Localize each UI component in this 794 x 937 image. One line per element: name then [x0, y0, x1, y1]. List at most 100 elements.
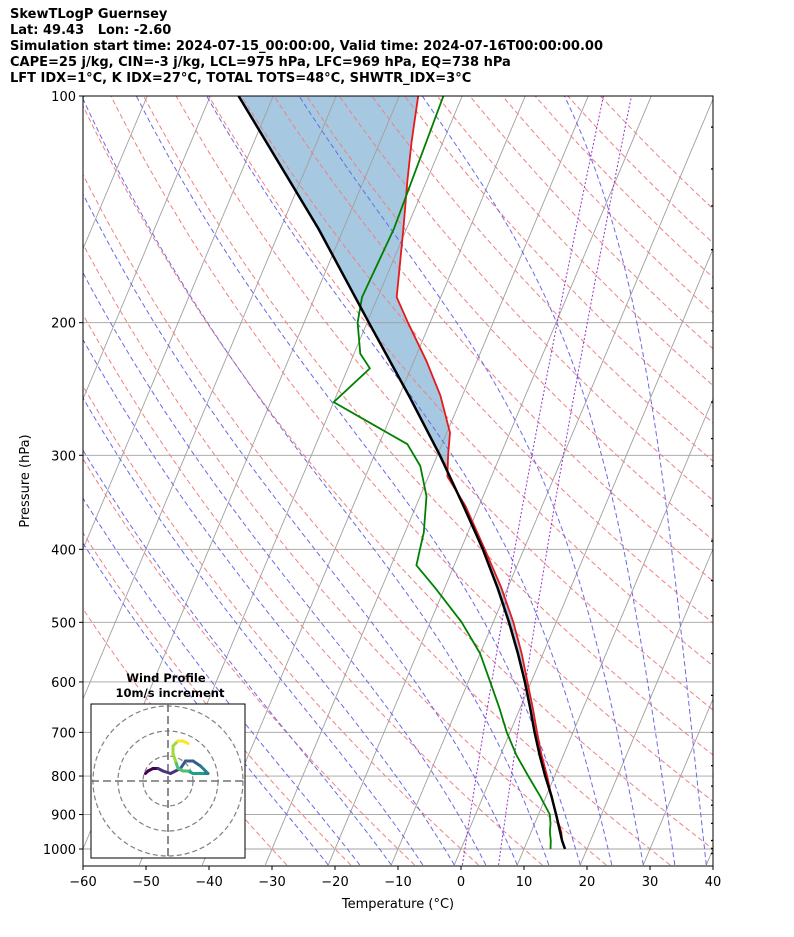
barb-flag	[751, 545, 753, 557]
x-tick-label: −40	[195, 875, 222, 890]
wind-barb	[710, 465, 753, 481]
dry-adiabat-line	[110, 96, 713, 802]
y-tick-label: 900	[51, 809, 76, 824]
barb-flag	[739, 441, 741, 453]
hodograph-segment	[181, 739, 190, 745]
wind-barb	[710, 802, 755, 814]
moist-adiabat-line	[135, 96, 581, 866]
barb-staff	[710, 804, 713, 806]
barb-flag	[750, 830, 756, 841]
barb-flag	[747, 469, 749, 481]
barb-flag	[751, 372, 753, 384]
dry-adiabat-line	[567, 96, 713, 244]
y-tick-label: 200	[51, 317, 76, 332]
isotherm-line	[327, 96, 652, 866]
barb-flag	[747, 619, 749, 631]
barb-half-flag	[737, 844, 740, 849]
barb-flag	[751, 406, 753, 418]
dry-adiabat-line	[143, 96, 713, 756]
moist-adiabat-line	[83, 192, 518, 866]
barb-flag	[749, 835, 756, 845]
barb-flag	[743, 544, 745, 556]
wind-barb	[711, 785, 749, 792]
barb-half-flag	[747, 769, 748, 775]
barb-half-flag	[747, 786, 749, 792]
wind-barb	[710, 437, 753, 454]
moist-adiabat-line	[83, 97, 550, 866]
isotherm-line	[83, 96, 274, 551]
moist-adiabat-line	[206, 96, 613, 866]
dry-adiabat-line	[83, 104, 713, 850]
barb-flag	[741, 838, 748, 848]
parcel-profile	[237, 96, 567, 850]
barb-staff	[710, 540, 713, 542]
barb-flag	[741, 843, 748, 853]
barb-staff	[710, 839, 713, 842]
dry-adiabat-line	[83, 385, 479, 866]
isotherm-line	[83, 96, 211, 401]
barb-flag	[751, 246, 755, 258]
barb-half-flag	[743, 656, 744, 662]
barb-flag	[747, 405, 749, 417]
wind-barb	[710, 579, 713, 582]
wind-barb	[710, 830, 756, 842]
barb-staff	[710, 205, 713, 207]
dry-adiabat-line	[208, 96, 713, 667]
location-line: Lat: 49.43 Lon: -2.60	[10, 23, 172, 38]
barb-flag	[739, 468, 741, 480]
barb-flag	[751, 469, 753, 481]
barb-staff	[710, 248, 713, 251]
x-tick-label: 0	[457, 875, 465, 890]
barb-flag	[743, 441, 745, 453]
dry-adiabat-line	[273, 96, 713, 582]
moist-adiabat-line	[83, 449, 392, 866]
x-tick-label: 40	[705, 875, 722, 890]
dry-adiabat-line	[240, 96, 713, 624]
barb-flag	[746, 831, 752, 842]
barb-flag	[747, 166, 751, 178]
dry-adiabat-line	[469, 96, 713, 350]
barb-half-flag	[743, 331, 745, 337]
y-tick-label: 400	[51, 543, 76, 558]
isotherm-line	[83, 96, 337, 701]
wind-barb	[710, 246, 755, 259]
hodograph-segment	[191, 759, 202, 768]
barb-flag	[751, 285, 755, 297]
wind-barb	[710, 401, 753, 418]
barb-half-flag	[743, 124, 745, 130]
barb-staff	[710, 764, 713, 767]
barb-flag	[751, 657, 753, 669]
wind-barb	[711, 330, 750, 343]
barb-staff	[710, 822, 713, 825]
dry-adiabat-line	[338, 96, 713, 501]
x-tick-label: −50	[132, 875, 159, 890]
barb-flag	[751, 165, 755, 177]
barb-staff	[710, 168, 713, 170]
x-tick-label: 10	[516, 875, 533, 890]
wind-barb	[710, 731, 713, 734]
wind-barb	[710, 615, 749, 631]
barb-staff	[710, 579, 713, 582]
barb-half-flag	[743, 619, 744, 625]
isotherm-line	[705, 847, 713, 866]
mixing-ratio-line	[498, 96, 632, 866]
dry-adiabat-line	[371, 96, 713, 462]
barb-flag	[747, 247, 751, 259]
x-tick-label: 30	[642, 875, 659, 890]
barb-staff	[710, 126, 713, 128]
dry-adiabat-line	[534, 96, 713, 279]
wind-barb	[710, 367, 753, 384]
barb-staff	[710, 847, 713, 850]
barb-flag	[751, 802, 755, 814]
inset-title: Wind Profile	[126, 671, 206, 685]
dry-adiabat-line	[83, 313, 543, 866]
barb-flag	[751, 442, 753, 454]
isotherm-line	[579, 547, 713, 866]
barb-flag	[747, 331, 750, 343]
barb-flag	[747, 372, 749, 384]
barb-flag	[743, 371, 745, 383]
wind-barb	[710, 124, 745, 130]
y-tick-label: 300	[51, 449, 76, 464]
y-tick-label: 500	[51, 616, 76, 631]
